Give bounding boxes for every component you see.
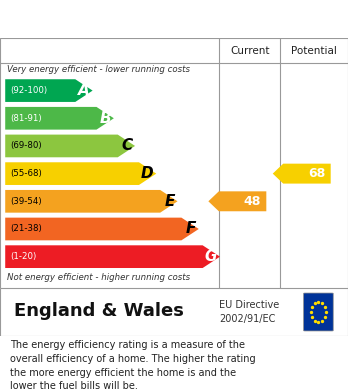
Polygon shape (5, 245, 220, 268)
Text: A: A (78, 83, 90, 98)
Text: G: G (205, 249, 217, 264)
Text: The energy efficiency rating is a measure of the
overall efficiency of a home. T: The energy efficiency rating is a measur… (10, 341, 256, 391)
Text: Current: Current (230, 45, 269, 56)
Text: EU Directive: EU Directive (219, 300, 279, 310)
Text: (21-38): (21-38) (10, 224, 42, 233)
Polygon shape (5, 218, 199, 240)
Text: F: F (185, 221, 196, 237)
Text: E: E (164, 194, 175, 209)
Polygon shape (5, 107, 114, 129)
Polygon shape (273, 164, 331, 184)
Text: Very energy efficient - lower running costs: Very energy efficient - lower running co… (7, 65, 190, 74)
Polygon shape (5, 135, 135, 157)
Text: Not energy efficient - higher running costs: Not energy efficient - higher running co… (7, 273, 190, 283)
Polygon shape (5, 79, 93, 102)
Polygon shape (5, 190, 177, 213)
Text: Potential: Potential (291, 45, 337, 56)
Text: 2002/91/EC: 2002/91/EC (219, 314, 276, 324)
Text: 48: 48 (243, 195, 261, 208)
Text: (39-54): (39-54) (10, 197, 42, 206)
FancyBboxPatch shape (303, 293, 333, 331)
Text: (81-91): (81-91) (10, 114, 42, 123)
Text: (92-100): (92-100) (10, 86, 48, 95)
Text: (1-20): (1-20) (10, 252, 37, 261)
Polygon shape (5, 162, 156, 185)
Text: (69-80): (69-80) (10, 142, 42, 151)
Text: 68: 68 (308, 167, 325, 180)
Text: C: C (121, 138, 132, 153)
Polygon shape (208, 191, 266, 211)
Text: Energy Efficiency Rating: Energy Efficiency Rating (10, 11, 232, 27)
Text: B: B (100, 111, 111, 126)
Text: (55-68): (55-68) (10, 169, 42, 178)
Text: D: D (141, 166, 153, 181)
Text: England & Wales: England & Wales (14, 302, 184, 320)
